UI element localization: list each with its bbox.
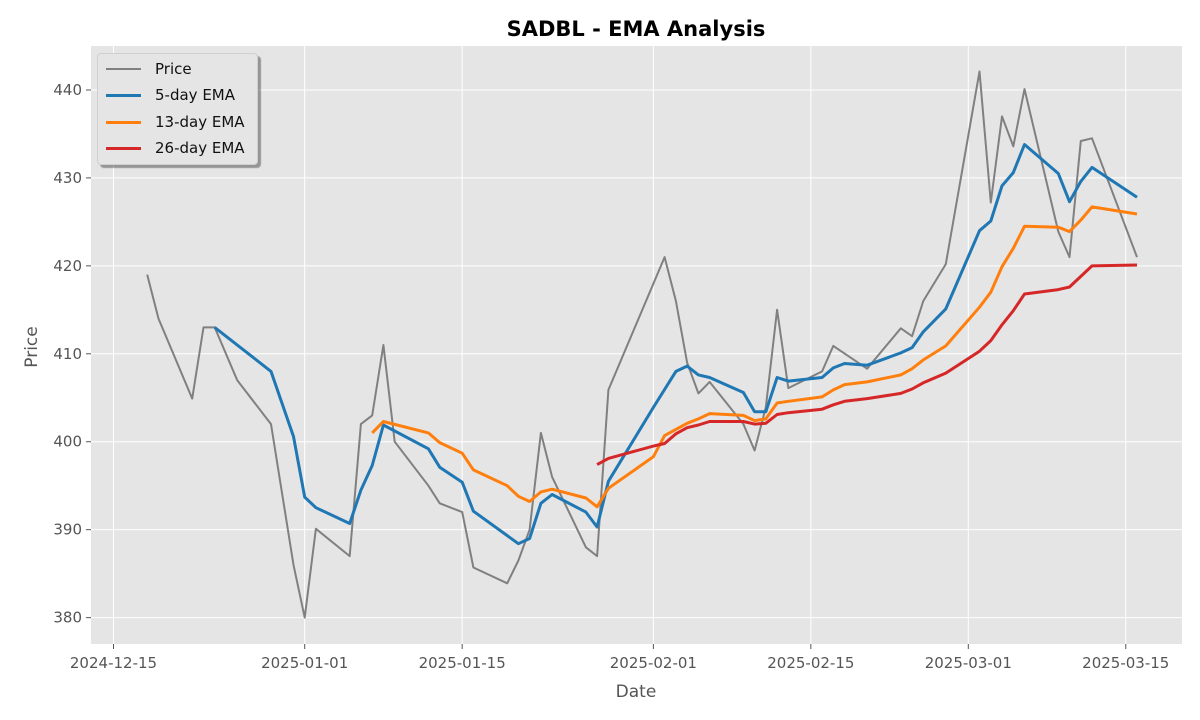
- y-tick-label: 430: [53, 169, 82, 187]
- series-line-5-day-ema: [213, 143, 1138, 546]
- x-tick-label: 2025-02-01: [610, 654, 697, 672]
- y-axis-ticks: 380 390 400 410 420 430 440: [53, 81, 91, 627]
- series-line-26-day-ema: [596, 263, 1138, 466]
- y-tick-label: 380: [53, 609, 82, 627]
- y-axis-label: Price: [22, 326, 42, 367]
- legend-swatch-5-day-ema: [106, 93, 141, 97]
- y-tick-label: 400: [53, 433, 82, 451]
- legend-label-26-day-ema: 26-day EMA: [155, 139, 245, 157]
- plot-area: [91, 46, 1182, 644]
- legend-item-13-day-ema: 13-day EMA: [106, 112, 245, 132]
- chart-title: SADBL - EMA Analysis: [507, 17, 766, 41]
- x-axis-ticks: 2024-12-15 2025-01-01 2025-01-15 2025-02-01…: [70, 644, 1169, 672]
- legend-item-5-day-ema: 5-day EMA: [106, 85, 235, 105]
- legend-label-13-day-ema: 13-day EMA: [155, 113, 245, 131]
- legend: Price 5-day EMA 13-day EMA 26-day EMA: [97, 53, 258, 165]
- x-tick-label: 2025-02-15: [767, 654, 854, 672]
- legend-swatch-26-day-ema: [106, 146, 141, 150]
- legend-item-price: Price: [106, 59, 192, 79]
- x-tick-label: 2025-03-15: [1082, 654, 1169, 672]
- legend-label-5-day-ema: 5-day EMA: [155, 86, 235, 104]
- legend-item-26-day-ema: 26-day EMA: [106, 138, 245, 158]
- series-line-price: [146, 70, 1138, 619]
- y-tick-label: 410: [53, 345, 82, 363]
- x-tick-label: 2025-01-15: [419, 654, 506, 672]
- legend-label-price: Price: [155, 60, 192, 78]
- series-line-13-day-ema: [371, 205, 1138, 509]
- x-tick-label: 2024-12-15: [70, 654, 157, 672]
- x-tick-label: 2025-01-01: [261, 654, 348, 672]
- y-tick-label: 420: [53, 257, 82, 275]
- legend-swatch-13-day-ema: [106, 120, 141, 124]
- legend-swatch-price: [106, 68, 141, 70]
- x-axis-label: Date: [616, 682, 657, 702]
- series-lines: [146, 70, 1138, 619]
- y-tick-label: 440: [53, 81, 82, 99]
- grid: [91, 46, 1182, 644]
- x-tick-label: 2025-03-01: [925, 654, 1012, 672]
- y-tick-label: 390: [53, 521, 82, 539]
